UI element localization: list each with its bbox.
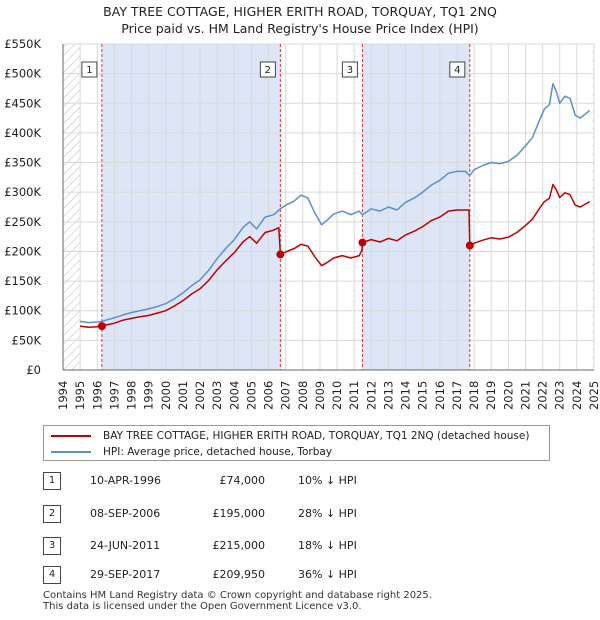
x-tick-label: 2009: [313, 381, 327, 410]
sale-number-box: [81, 61, 98, 78]
sale-hpi-diff: 36% ↓ HPI: [298, 568, 357, 581]
sale-date: 08-SEP-2006: [90, 507, 161, 520]
sale-price: £74,000: [219, 474, 266, 487]
table-row: 3 24-JUN-2011 £215,000 18% ↓ HPI: [43, 537, 373, 557]
sale-date: 24-JUN-2011: [90, 539, 161, 552]
y-tick-label: £50K: [12, 333, 42, 347]
x-tick-label: 2022: [536, 381, 550, 410]
footer-line-licence: This data is licensed under the Open Gov…: [43, 601, 362, 612]
y-tick-label: £500K: [4, 67, 41, 81]
sale-point: [97, 322, 106, 331]
legend-item-hpi: HPI: Average price, detached house, Torb…: [51, 444, 332, 459]
sale-number-badge: 4: [43, 566, 61, 584]
x-tick-label: 2007: [279, 381, 293, 410]
x-tick-label: 2018: [467, 381, 481, 410]
x-tick-label: 2019: [484, 381, 498, 410]
x-tick-label: 2003: [210, 381, 224, 410]
sale-hpi-diff: 28% ↓ HPI: [298, 507, 357, 520]
sale-number-box: [259, 61, 276, 78]
legend-swatch-hpi: [51, 450, 91, 453]
sale-price: £215,000: [212, 539, 266, 552]
y-tick-label: £200K: [4, 244, 41, 258]
x-tick-label: 1999: [142, 381, 156, 410]
table-row: 1 10-APR-1996 £74,000 10% ↓ HPI: [43, 472, 373, 492]
x-tick-label: 2015: [416, 381, 430, 410]
x-tick-label: 1997: [107, 381, 121, 410]
x-tick-label: 2001: [176, 381, 190, 410]
sale-point: [465, 241, 474, 250]
footer-line-copyright: Contains HM Land Registry data © Crown c…: [43, 590, 432, 601]
x-tick-label: 2000: [159, 381, 173, 410]
x-tick-label: 1998: [125, 381, 139, 410]
x-tick-label: 2005: [244, 381, 258, 410]
x-tick-label: 2011: [347, 381, 361, 410]
legend-swatch-property: [51, 434, 91, 437]
x-tick-label: 2013: [381, 381, 395, 410]
hatched-region: [63, 44, 81, 370]
y-tick-label: £0: [26, 363, 41, 377]
sale-number-badge: 2: [43, 505, 61, 523]
table-row: 4 29-SEP-2017 £209,950 36% ↓ HPI: [43, 566, 373, 586]
y-tick-label: £150K: [4, 274, 41, 288]
x-tick-label: 2024: [570, 381, 584, 410]
chart-subtitle: Price paid vs. HM Land Registry's House …: [121, 21, 479, 36]
sale-price: £195,000: [212, 507, 266, 520]
y-tick-label: £100K: [4, 304, 41, 318]
property-series-line: [79, 183, 591, 329]
sale-number-badge: 1: [43, 472, 61, 490]
y-tick-label: £450K: [4, 96, 41, 110]
x-tick-label: 2023: [553, 381, 567, 410]
sale-number-label: 2: [265, 65, 271, 76]
x-tick-label: 2025: [587, 381, 600, 410]
x-tick-label: 2006: [262, 381, 276, 410]
x-tick-label: 2004: [227, 381, 241, 410]
legend-label-hpi: HPI: Average price, detached house, Torb…: [103, 445, 333, 458]
y-tick-label: £250K: [4, 215, 41, 229]
sale-hpi-diff: 10% ↓ HPI: [298, 474, 357, 487]
table-row: 2 08-SEP-2006 £195,000 28% ↓ HPI: [43, 505, 373, 525]
x-tick-label: 1995: [73, 381, 87, 410]
sale-number-label: 3: [347, 65, 353, 76]
hpi-series-line: [79, 82, 591, 324]
footer-attribution: Contains HM Land Registry data © Crown c…: [43, 590, 432, 612]
y-tick-label: £350K: [4, 156, 41, 170]
sale-number-label: 4: [454, 65, 460, 76]
sale-number-box: [341, 61, 358, 78]
x-tick-label: 2012: [364, 381, 378, 410]
x-tick-label: 2008: [296, 381, 310, 410]
sale-number-badge: 3: [43, 537, 61, 555]
sale-point: [358, 238, 367, 247]
x-tick-label: 1996: [90, 381, 104, 410]
hatched-region: [592, 44, 594, 370]
sale-date: 29-SEP-2017: [90, 568, 161, 581]
ownership-band: [362, 44, 470, 370]
y-tick-label: £550K: [4, 37, 41, 51]
sale-price: £209,950: [212, 568, 266, 581]
sale-number-box: [449, 61, 466, 78]
x-tick-label: 2014: [399, 381, 413, 410]
legend-item-property: BAY TREE COTTAGE, HIGHER ERITH ROAD, TOR…: [51, 428, 529, 443]
sale-number-label: 1: [86, 65, 92, 76]
sale-point: [276, 250, 285, 259]
price-chart: 1 2 3 4 £0 £50K £100K £150K £200K £250K £300K £350…: [4, 37, 600, 410]
x-tick-label: 2020: [501, 381, 515, 410]
sale-date: 10-APR-1996: [90, 474, 162, 487]
chart-title: BAY TREE COTTAGE, HIGHER ERITH ROAD, TOR…: [103, 4, 497, 19]
ownership-band: [101, 44, 281, 370]
chart-legend: BAY TREE COTTAGE, HIGHER ERITH ROAD, TOR…: [43, 425, 550, 461]
x-tick-label: 2002: [193, 381, 207, 410]
x-tick-label: 2016: [433, 381, 447, 410]
x-tick-label: 1994: [56, 381, 70, 410]
x-tick-label: 2017: [450, 381, 464, 410]
y-tick-label: £300K: [4, 185, 41, 199]
sale-hpi-diff: 18% ↓ HPI: [298, 539, 357, 552]
y-tick-label: £400K: [4, 126, 41, 140]
x-tick-label: 2021: [518, 381, 532, 410]
x-tick-label: 2010: [330, 381, 344, 410]
legend-label-property: BAY TREE COTTAGE, HIGHER ERITH ROAD, TOR…: [103, 429, 530, 442]
